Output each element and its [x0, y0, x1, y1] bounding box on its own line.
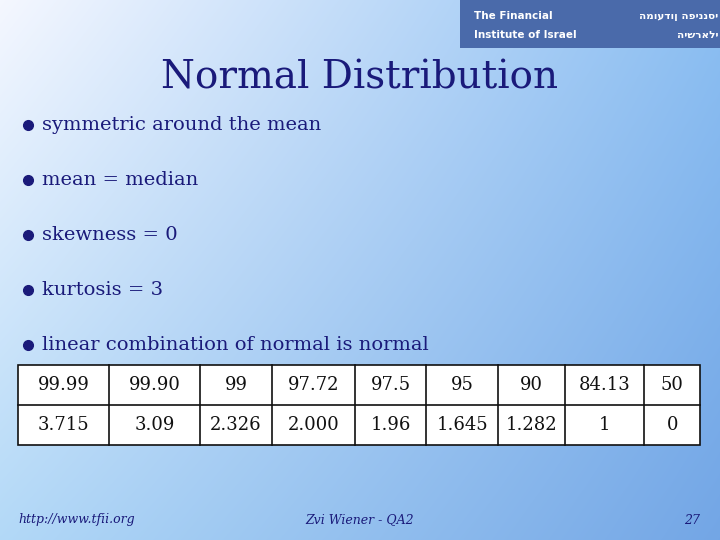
Text: 90: 90: [520, 376, 543, 394]
Text: 99: 99: [225, 376, 248, 394]
Text: linear combination of normal is normal: linear combination of normal is normal: [42, 336, 428, 354]
Text: symmetric around the mean: symmetric around the mean: [42, 116, 321, 134]
Text: 1.96: 1.96: [371, 416, 411, 434]
Text: הישראלי: הישראלי: [677, 30, 718, 40]
Text: 3.715: 3.715: [37, 416, 89, 434]
Text: 99.99: 99.99: [37, 376, 89, 394]
Text: Institute of Israel: Institute of Israel: [474, 30, 577, 40]
Text: 2.326: 2.326: [210, 416, 262, 434]
Text: Normal Distribution: Normal Distribution: [161, 59, 559, 97]
Text: 27: 27: [684, 514, 700, 526]
Text: 97.72: 97.72: [288, 376, 339, 394]
Text: Zvi Wiener - QA2: Zvi Wiener - QA2: [306, 514, 414, 526]
Text: The Financial: The Financial: [474, 11, 553, 21]
Text: 50: 50: [661, 376, 684, 394]
Text: mean = median: mean = median: [42, 171, 198, 189]
Text: 97.5: 97.5: [371, 376, 411, 394]
Text: 84.13: 84.13: [579, 376, 631, 394]
Text: skewness = 0: skewness = 0: [42, 226, 178, 244]
Text: 3.09: 3.09: [135, 416, 175, 434]
Text: 0: 0: [667, 416, 678, 434]
Text: 99.90: 99.90: [129, 376, 181, 394]
Text: 2.000: 2.000: [287, 416, 339, 434]
Text: 1.645: 1.645: [436, 416, 488, 434]
Bar: [18, 365, 700, 445]
Text: 95: 95: [451, 376, 474, 394]
Text: kurtosis = 3: kurtosis = 3: [42, 281, 163, 299]
Text: המועדון הפיננסי: המועדון הפיננסי: [639, 11, 718, 21]
Text: http://www.tfii.org: http://www.tfii.org: [18, 514, 135, 526]
Bar: [18, 365, 700, 445]
Text: 1: 1: [599, 416, 611, 434]
Bar: [460, 0, 720, 48]
Text: 1.282: 1.282: [505, 416, 557, 434]
